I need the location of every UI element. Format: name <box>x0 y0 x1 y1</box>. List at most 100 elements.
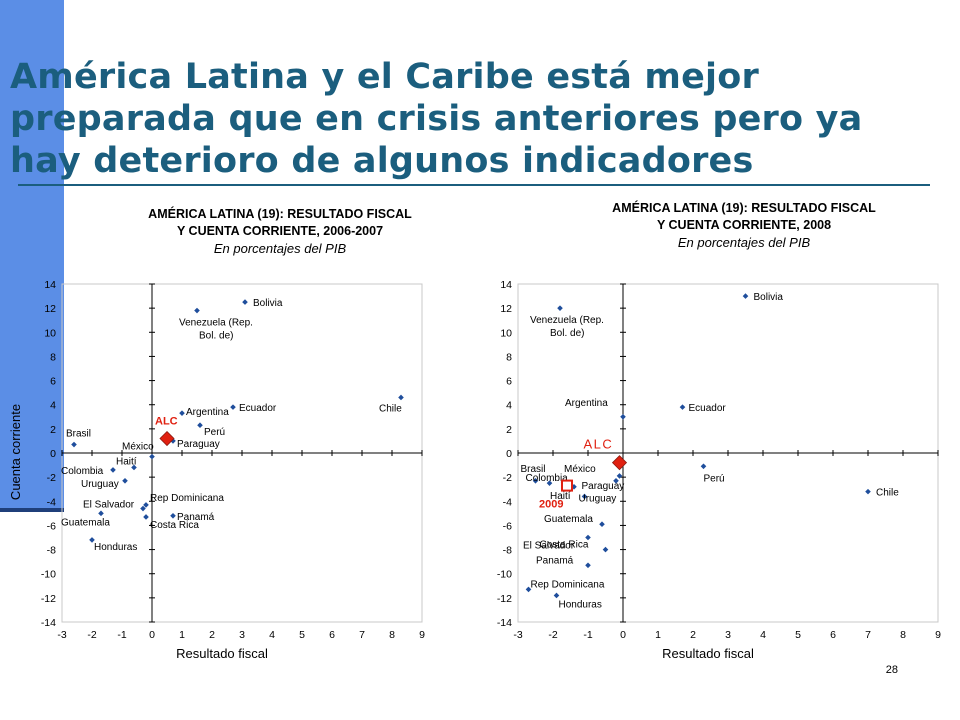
point-label: Uruguay <box>579 493 617 504</box>
y-tick-label: -10 <box>497 569 512 581</box>
point-label: Paraguay <box>177 439 220 450</box>
x-axis-label: Resultado fiscal <box>176 646 268 661</box>
highlight-alc-label: ALC <box>584 437 614 452</box>
point-label: Panamá <box>536 555 574 566</box>
y-tick-label: 10 <box>44 327 56 339</box>
point-label: Bolivia <box>754 292 784 303</box>
y-tick-label: 4 <box>50 400 56 412</box>
data-point-chile <box>398 394 404 401</box>
y-tick-label: 4 <box>506 400 512 412</box>
scatter-chart-2006-2007: -3 -2 -1 0 1 2 3 4 5 6 7 8 914121086420-2-4-6-8-10-1… <box>8 279 425 661</box>
page-title: América Latina y el Caribe está mejor pr… <box>10 57 863 181</box>
y-tick-label: 8 <box>506 351 512 363</box>
page-number: 28 <box>885 664 898 676</box>
highlight-alc-marker <box>159 430 175 447</box>
chart-1-title-line2: Y CUENTA CORRIENTE, 2006-2007 <box>176 224 384 238</box>
point-label: Paraguay <box>582 481 625 492</box>
chart-2-title-line2: Y CUENTA CORRIENTE, 2008 <box>656 218 832 232</box>
point-label: Honduras <box>559 599 602 610</box>
x-tick-label: 7 <box>865 629 871 641</box>
side-accent-line <box>0 508 64 512</box>
chart-2-header: AMÉRICA LATINA (19): RESULTADO FISCAL Y … <box>544 200 944 251</box>
scatter-chart-2008: -3 -2 -1 0 1 2 3 4 5 6 7 8 914121086420-2-4-6-8-10-1… <box>497 279 941 661</box>
highlight-alc-marker <box>611 455 628 471</box>
y-tick-label: 6 <box>50 376 56 388</box>
y-tick-label: -2 <box>503 472 512 484</box>
y-tick-label: 8 <box>50 351 56 363</box>
point-label: Panamá <box>177 512 215 523</box>
x-tick-label: 5 <box>299 629 305 641</box>
side-accent-bar <box>0 0 64 512</box>
x-tick-label: -2 <box>548 629 557 641</box>
y-tick-label: -14 <box>497 617 512 629</box>
point-label: Rep Dominicana <box>150 493 224 504</box>
point-label: Chile <box>379 403 402 414</box>
x-tick-label: 1 <box>655 629 661 641</box>
x-tick-label: 1 <box>179 629 185 641</box>
y-tick-label: -6 <box>503 520 512 532</box>
data-point-panama <box>170 512 176 519</box>
y-tick-label: -4 <box>47 496 56 508</box>
x-tick-label: 4 <box>269 629 275 641</box>
chart-1-subtitle: En porcentajes del PIB <box>213 241 347 256</box>
x-tick-label: -3 <box>513 629 522 641</box>
data-point-mexico <box>149 453 155 460</box>
data-point-costa-rica <box>143 514 149 520</box>
data-point-venezuela-rep <box>194 307 200 314</box>
x-tick-label: 0 <box>149 629 155 641</box>
y-tick-label: 0 <box>506 448 512 460</box>
x-tick-label: 6 <box>329 629 335 641</box>
point-label: Brasil <box>66 429 91 440</box>
point-label: El Salvador <box>83 500 135 511</box>
x-tick-label: 6 <box>830 629 836 641</box>
data-point-guatemala <box>599 521 605 528</box>
y-tick-label: 14 <box>500 279 512 291</box>
data-point-rep-dominicana <box>143 502 149 508</box>
data-point-guatemala <box>98 510 104 517</box>
point-label: Costa Rica <box>540 540 589 551</box>
point-label: Ecuador <box>689 403 727 414</box>
x-tick-label: -2 <box>87 629 96 641</box>
data-point-costa-rica <box>602 546 609 553</box>
point-label: Venezuela (Rep. <box>179 318 253 329</box>
point-label: Colombia <box>526 473 569 484</box>
point-label: Haití <box>550 491 571 502</box>
chart-2-subtitle: En porcentajes del PIB <box>677 235 811 250</box>
highlight-2009-label: 2009 <box>539 499 563 511</box>
data-point-bolivia <box>742 293 749 299</box>
data-point-honduras <box>89 537 95 543</box>
data-point-colombia <box>110 467 116 473</box>
data-point-argentina <box>620 413 626 420</box>
point-label: Guatemala <box>544 514 593 525</box>
title-underline <box>18 184 930 186</box>
data-point-haiti <box>131 464 137 471</box>
chart-2-title: AMÉRICA LATINA (19): RESULTADO FISCAL <box>612 201 876 215</box>
data-point-paraguay <box>616 473 623 479</box>
y-tick-label: 0 <box>50 448 56 460</box>
x-tick-label: -3 <box>57 629 66 641</box>
point-label: Haití <box>116 456 137 467</box>
point-label: Brasil <box>521 464 546 475</box>
chart-1-header: AMÉRICA LATINA (19): RESULTADO FISCAL Y … <box>80 206 480 257</box>
y-tick-label: -8 <box>503 545 512 557</box>
point-label: México <box>564 464 596 475</box>
y-tick-label: 2 <box>506 424 512 436</box>
x-axis-label: Resultado fiscal <box>662 646 754 661</box>
data-point-venezuela-rep <box>557 305 563 311</box>
point-label: El Salvador <box>523 541 575 552</box>
x-tick-label: 4 <box>760 629 766 641</box>
point-label: Guatemala <box>61 517 110 528</box>
y-tick-label: 6 <box>506 376 512 388</box>
point-label: México <box>122 442 154 453</box>
data-point-rep-dominicana <box>525 586 532 593</box>
y-tick-label: 14 <box>44 279 56 291</box>
y-tick-label: -12 <box>41 593 56 605</box>
y-tick-label: 2 <box>50 424 56 436</box>
y-tick-label: -4 <box>503 496 512 508</box>
point-label: Uruguay <box>81 479 119 490</box>
y-tick-label: -8 <box>47 545 56 557</box>
point-label: Honduras <box>94 542 137 553</box>
x-tick-label: -1 <box>117 629 126 641</box>
point-label: Colombia <box>61 466 104 477</box>
point-label: Bol. de) <box>550 328 584 339</box>
